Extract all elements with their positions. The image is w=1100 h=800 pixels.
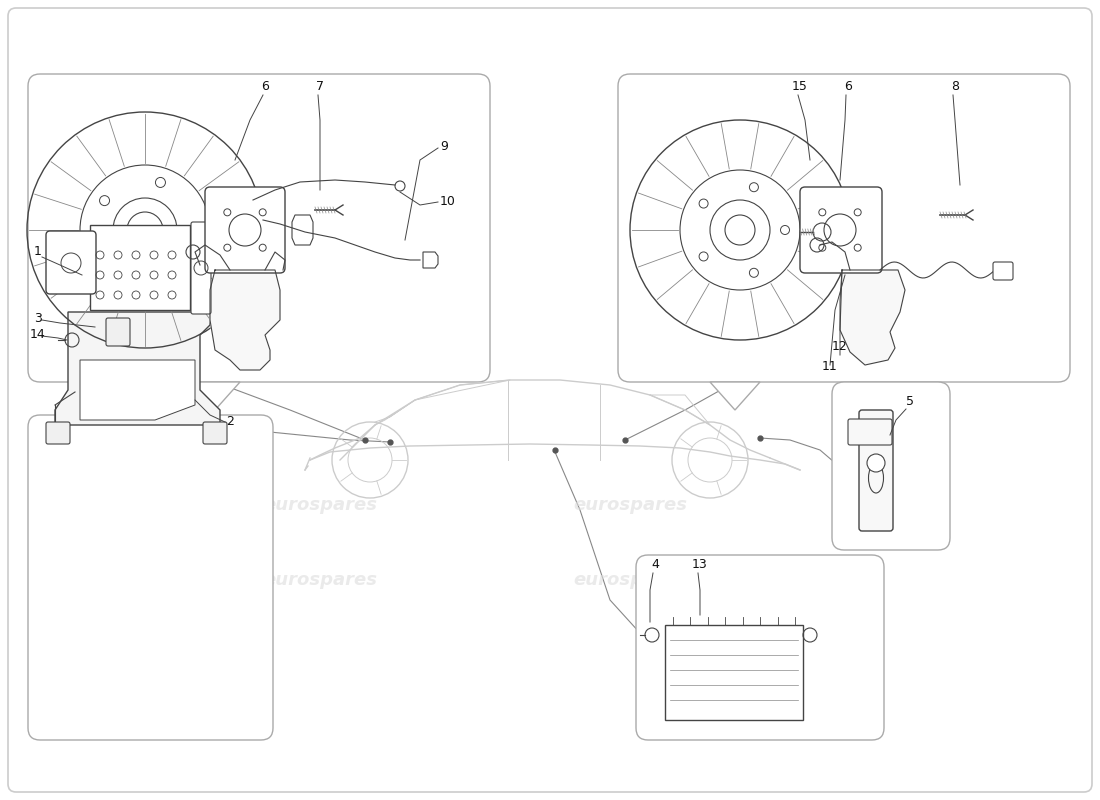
FancyBboxPatch shape: [205, 187, 285, 273]
FancyBboxPatch shape: [848, 419, 892, 445]
Circle shape: [867, 454, 886, 472]
Polygon shape: [210, 270, 280, 370]
FancyBboxPatch shape: [28, 74, 490, 382]
Text: 10: 10: [440, 195, 455, 208]
Text: 4: 4: [651, 558, 659, 571]
FancyBboxPatch shape: [800, 187, 882, 273]
Text: 3: 3: [34, 312, 42, 325]
Text: 5: 5: [906, 395, 914, 408]
Text: 14: 14: [30, 328, 46, 341]
Text: 6: 6: [261, 80, 268, 93]
Text: 8: 8: [952, 80, 959, 93]
Polygon shape: [710, 382, 760, 410]
Text: 9: 9: [440, 140, 448, 153]
Text: 2: 2: [227, 415, 234, 428]
FancyBboxPatch shape: [28, 415, 273, 740]
FancyBboxPatch shape: [636, 555, 884, 740]
FancyBboxPatch shape: [204, 422, 227, 444]
Text: eurospares: eurospares: [263, 571, 377, 589]
Text: eurospares: eurospares: [573, 496, 688, 514]
FancyBboxPatch shape: [46, 422, 70, 444]
Polygon shape: [840, 270, 905, 365]
Text: 6: 6: [844, 80, 851, 93]
Text: 1: 1: [34, 245, 42, 258]
FancyBboxPatch shape: [832, 382, 950, 550]
Text: 7: 7: [316, 80, 324, 93]
FancyBboxPatch shape: [191, 222, 211, 314]
Text: 15: 15: [792, 80, 807, 93]
Text: eurospares: eurospares: [573, 571, 688, 589]
FancyBboxPatch shape: [859, 410, 893, 531]
Polygon shape: [55, 312, 220, 425]
FancyBboxPatch shape: [90, 225, 190, 310]
FancyBboxPatch shape: [666, 625, 803, 720]
Text: 11: 11: [822, 360, 838, 373]
Polygon shape: [190, 382, 240, 410]
Text: eurospares: eurospares: [263, 496, 377, 514]
FancyBboxPatch shape: [618, 74, 1070, 382]
Polygon shape: [80, 360, 195, 420]
Text: 13: 13: [692, 558, 708, 571]
Text: 12: 12: [832, 340, 848, 353]
FancyBboxPatch shape: [993, 262, 1013, 280]
FancyBboxPatch shape: [46, 231, 96, 294]
FancyBboxPatch shape: [106, 318, 130, 346]
